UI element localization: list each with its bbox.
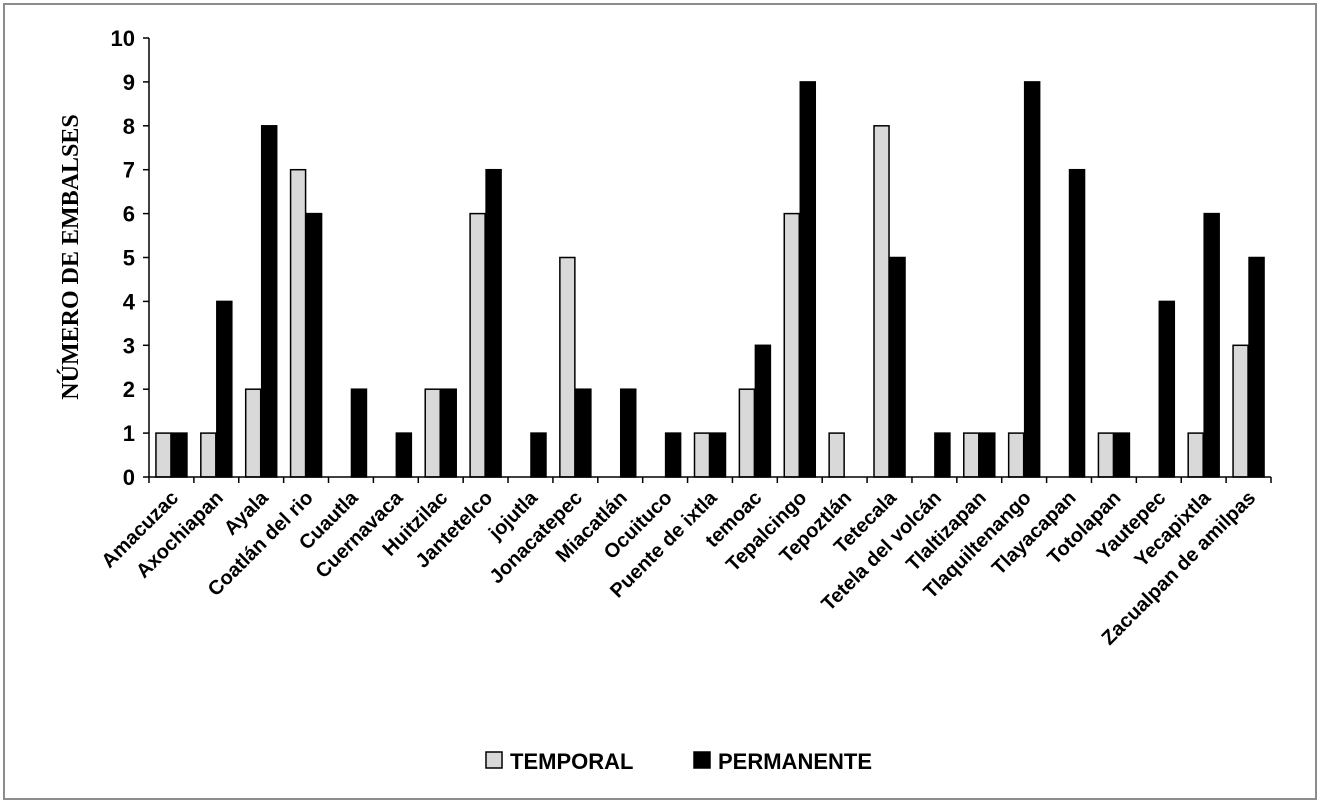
y-tick-label: 0 [123,465,135,490]
bar-permanente [934,432,951,478]
bar-permanente [1203,212,1220,478]
legend: TEMPORAL PERMANENTE [485,749,872,774]
bar-permanente [350,388,368,478]
bar-temporal [1232,344,1249,478]
bar-temporal [1187,432,1204,478]
y-tick-label: 3 [123,333,135,358]
legend-label-permanente: PERMANENTE [718,749,872,774]
bar-permanente [979,432,996,478]
bar-temporal [963,432,980,478]
bar-temporal [200,432,217,478]
bar-temporal [244,388,262,478]
y-tick-label: 2 [123,377,135,402]
bar-permanente [664,432,682,478]
bar-permanente [1248,256,1265,478]
y-tick-label: 7 [123,158,135,183]
bar-permanente [216,300,233,478]
bar-permanente [530,432,547,478]
legend-swatch-permanente [693,751,711,769]
legend-swatch-temporal [485,751,503,769]
y-tick-label: 8 [123,114,135,139]
bar-temporal [738,388,756,478]
chart-border [3,3,1317,800]
bar-permanente [395,432,413,478]
bar-permanente [171,432,188,478]
bar-permanente [1068,168,1086,478]
bar-permanente [1113,432,1131,478]
bar-permanente [440,388,457,478]
bar-temporal [1007,432,1025,478]
bar-permanente [889,256,906,478]
bar-temporal [424,388,441,478]
bar-permanente [1158,300,1176,478]
bar-temporal [559,256,576,478]
bar-permanente [305,212,323,478]
bar-temporal [693,432,711,478]
bar-temporal [873,125,890,478]
bar-temporal [289,168,307,478]
bar-permanente [1023,81,1041,478]
bar-temporal [828,432,845,478]
bar-permanente [619,388,637,478]
legend-label-temporal: TEMPORAL [510,749,633,774]
y-tick-label: 5 [123,246,135,271]
bar-permanente [709,432,727,478]
y-tick-label: 6 [123,202,135,227]
bar-temporal [469,212,486,478]
bar-permanente [799,81,817,478]
bar-temporal [783,212,801,478]
y-tick-label: 9 [123,70,135,95]
y-tick-label: 1 [123,421,135,446]
bar-permanente [485,168,502,478]
bar-permanente [575,388,592,478]
y-axis-title: NÚMERO DE EMBALSES [58,114,84,399]
y-axis: 0 1 2 3 4 5 6 7 8 9 10 [111,26,150,490]
bar-temporal [155,432,172,478]
y-tick-label: 4 [123,289,136,314]
y-tick-label: 10 [111,26,135,51]
bar-permanente [754,344,772,478]
bar-permanente [260,125,278,478]
bar-temporal [1097,432,1115,478]
